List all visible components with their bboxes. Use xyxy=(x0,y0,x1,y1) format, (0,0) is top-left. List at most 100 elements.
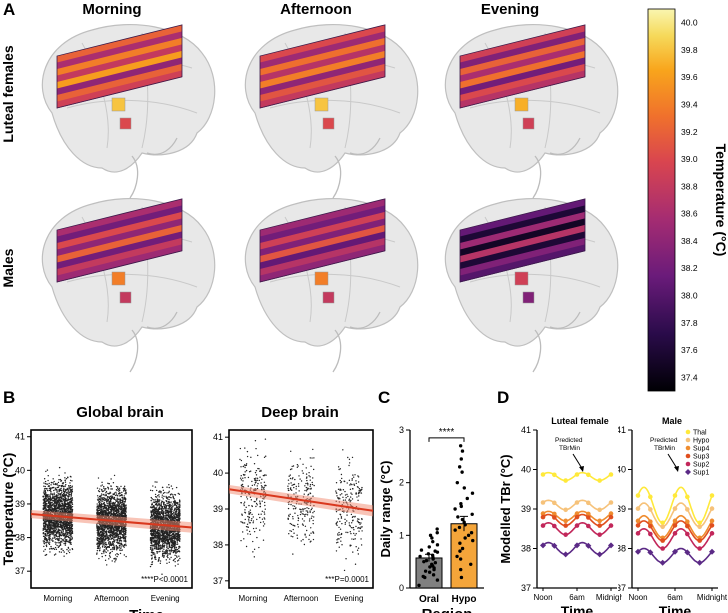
data-point xyxy=(115,528,117,530)
data-point xyxy=(167,496,169,499)
slab-stripe xyxy=(460,237,585,276)
data-point xyxy=(64,477,66,479)
data-point xyxy=(114,504,116,506)
data-point xyxy=(71,489,73,492)
data-point xyxy=(60,531,63,534)
data-point xyxy=(165,505,168,508)
data-point xyxy=(98,547,100,550)
data-point xyxy=(59,495,61,498)
data-point xyxy=(57,484,59,487)
data-point xyxy=(59,488,61,490)
data-point xyxy=(174,544,176,547)
data-point xyxy=(66,511,68,514)
slab-stripe xyxy=(260,37,385,76)
data-point xyxy=(48,538,50,540)
brain-cell-5 xyxy=(444,198,619,373)
data-point xyxy=(58,551,61,553)
data-point xyxy=(106,512,108,514)
data-point xyxy=(55,521,58,524)
data-point xyxy=(50,509,52,511)
data-point xyxy=(121,491,123,494)
slab-stripe xyxy=(57,237,182,276)
data-point xyxy=(67,546,70,549)
data-point xyxy=(100,485,102,487)
data-point xyxy=(53,523,56,525)
colorbar-tick-label: 37.8 xyxy=(681,318,698,328)
data-point xyxy=(123,554,126,556)
data-point xyxy=(109,534,111,537)
data-point xyxy=(51,537,54,539)
data-point xyxy=(168,508,170,510)
data-point xyxy=(52,540,54,542)
data-point xyxy=(171,536,174,538)
data-point xyxy=(102,524,105,527)
data-point xyxy=(100,543,102,545)
data-point xyxy=(47,541,49,544)
data-point xyxy=(97,526,100,528)
data-point xyxy=(69,498,72,501)
slab-stripe xyxy=(57,205,182,244)
data-point xyxy=(103,487,105,489)
data-point xyxy=(64,497,67,500)
data-point xyxy=(63,542,65,545)
data-point xyxy=(55,531,57,533)
data-point xyxy=(104,497,106,500)
data-point xyxy=(118,544,121,547)
data-point xyxy=(53,537,55,539)
data-point xyxy=(176,541,178,543)
brain-cell-2 xyxy=(444,24,619,199)
data-point xyxy=(107,508,110,510)
slab-stripe xyxy=(57,57,182,96)
data-point xyxy=(58,466,61,469)
data-point xyxy=(56,544,58,547)
data-point xyxy=(99,499,102,501)
data-point xyxy=(159,505,161,507)
data-point xyxy=(96,499,99,501)
data-point xyxy=(119,539,122,541)
data-point xyxy=(107,509,109,512)
slab-stripe xyxy=(57,50,182,89)
data-point xyxy=(120,494,122,497)
data-point xyxy=(50,502,53,504)
data-point xyxy=(170,485,173,487)
data-point xyxy=(57,525,59,527)
data-point xyxy=(169,536,171,538)
data-point xyxy=(103,506,106,508)
slab-stripe xyxy=(460,50,585,89)
thalamus-voxel xyxy=(111,271,126,286)
data-point xyxy=(170,507,172,510)
data-point xyxy=(113,512,115,514)
data-point xyxy=(55,535,58,537)
data-point xyxy=(68,502,70,505)
data-point xyxy=(69,522,71,524)
data-point xyxy=(106,514,109,516)
data-point xyxy=(108,506,110,509)
data-point xyxy=(63,527,66,529)
hypothalamus-voxel xyxy=(322,117,335,130)
data-point xyxy=(48,505,50,507)
data-point xyxy=(96,487,99,489)
data-point xyxy=(170,544,173,547)
data-point xyxy=(117,514,119,516)
data-point xyxy=(109,506,112,508)
data-point xyxy=(54,541,56,543)
data-point xyxy=(66,527,68,529)
slab-stripe xyxy=(460,63,585,102)
data-point xyxy=(106,495,109,498)
data-point xyxy=(70,529,73,532)
data-point xyxy=(164,541,166,543)
data-point xyxy=(149,489,152,492)
data-point xyxy=(98,490,101,493)
data-point xyxy=(105,543,107,546)
data-point xyxy=(120,513,122,515)
data-point xyxy=(120,546,122,548)
data-point xyxy=(115,493,118,495)
data-point xyxy=(48,542,50,545)
data-point xyxy=(109,491,111,494)
data-point xyxy=(96,542,99,544)
data-point xyxy=(62,496,65,498)
data-point xyxy=(101,505,103,508)
data-point xyxy=(52,533,54,536)
data-point xyxy=(43,499,46,502)
data-point xyxy=(163,495,165,498)
